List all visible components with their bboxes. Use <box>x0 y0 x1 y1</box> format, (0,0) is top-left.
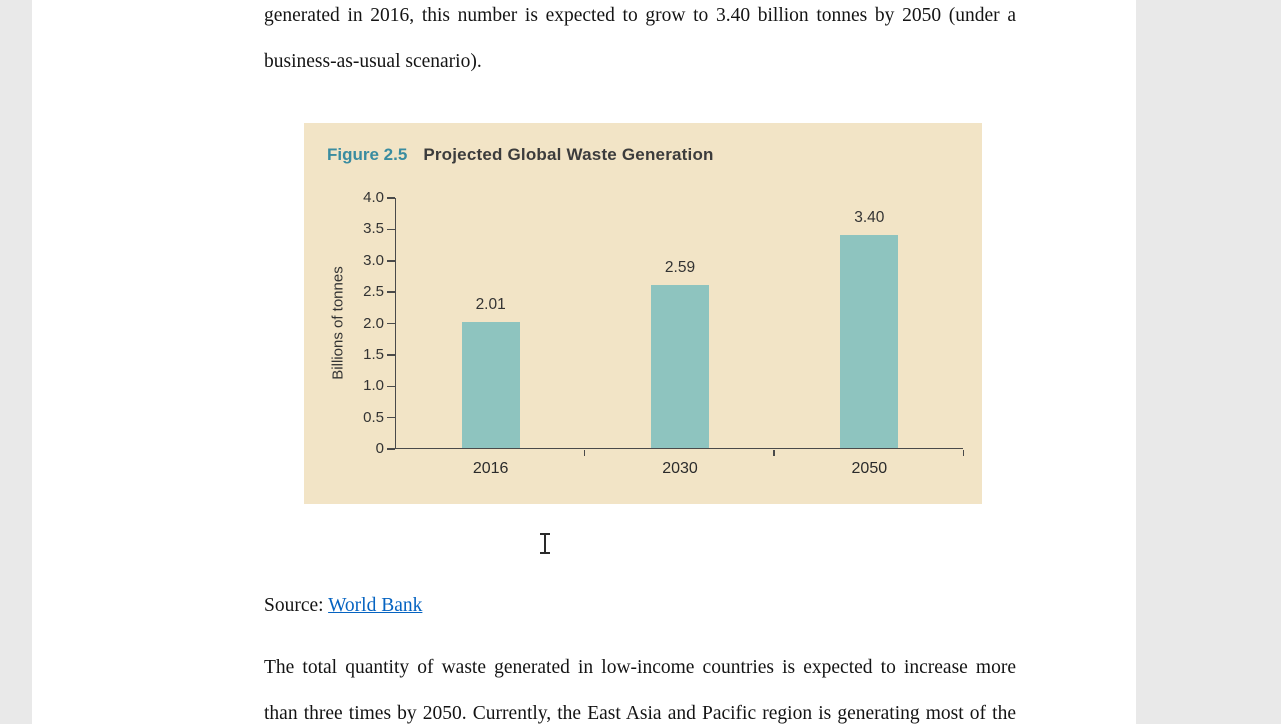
y-tick-label: 3.0 <box>363 251 384 269</box>
y-tick-mark <box>387 291 395 293</box>
bar-value-label: 3.40 <box>854 208 885 226</box>
figure-title: Projected Global Waste Generation <box>423 145 714 164</box>
x-tick-label: 2016 <box>472 460 509 477</box>
x-tick-mark <box>583 449 586 456</box>
paragraph-line: than three times by 2050. Currently, the… <box>264 703 1016 724</box>
x-tick-mark <box>773 449 775 456</box>
y-tick-label: 1.0 <box>363 377 384 395</box>
x-tick-label: 2050 <box>851 460 888 477</box>
bar-2050 <box>840 234 899 448</box>
y-tick-mark <box>387 197 395 199</box>
ibeam-cursor-icon <box>539 533 551 554</box>
y-tick-mark <box>387 385 395 387</box>
y-tick-label: 0.5 <box>363 408 384 426</box>
figure-header: Figure 2.5 Projected Global Waste Generat… <box>327 145 714 165</box>
paragraph-line: The total quantity of waste generated in… <box>264 657 1016 678</box>
document-page[interactable]: generated in 2016, this number is expect… <box>32 0 1136 724</box>
bar-value-label: 2.59 <box>664 259 696 277</box>
paragraph-line: business-as-usual scenario). <box>264 51 482 72</box>
bar-2030 <box>651 285 709 448</box>
y-tick-label: 2.0 <box>363 314 384 332</box>
y-tick-mark <box>387 260 395 262</box>
figure-box[interactable]: Figure 2.5 Projected Global Waste Generat… <box>304 123 982 504</box>
bottom-paragraph: The total quantity of waste generated in… <box>264 645 1016 724</box>
waste-bar-chart: 0 0.5 1.0 1.5 2.0 2.5 3.0 3.5 4.0 2.01 2016 2.59 203… <box>363 189 964 477</box>
y-tick-mark <box>387 416 395 419</box>
paragraph-line: generated in 2016, this number is expect… <box>264 5 1016 26</box>
bar-value-label: 2.01 <box>475 295 506 313</box>
y-tick-label: 1.5 <box>363 345 384 363</box>
top-paragraph: generated in 2016, this number is expect… <box>264 0 1016 85</box>
y-tick-label: 3.5 <box>363 220 384 238</box>
x-tick-label: 2030 <box>662 460 698 477</box>
figure-label: Figure 2.5 <box>327 145 408 164</box>
y-tick-mark <box>387 228 395 231</box>
x-tick-mark <box>962 449 964 456</box>
source-label: Source: <box>264 595 329 616</box>
source-line: Source: World Bank <box>264 594 422 618</box>
bar-2016 <box>461 321 520 448</box>
y-tick-mark <box>387 322 395 325</box>
y-tick-label: 2.5 <box>363 283 384 301</box>
y-tick-mark <box>387 354 395 356</box>
world-bank-link[interactable]: World Bank <box>328 595 423 616</box>
y-tick-label: 4.0 <box>363 189 384 206</box>
y-tick-mark <box>387 448 395 450</box>
y-tick-label: 0 <box>375 440 384 457</box>
